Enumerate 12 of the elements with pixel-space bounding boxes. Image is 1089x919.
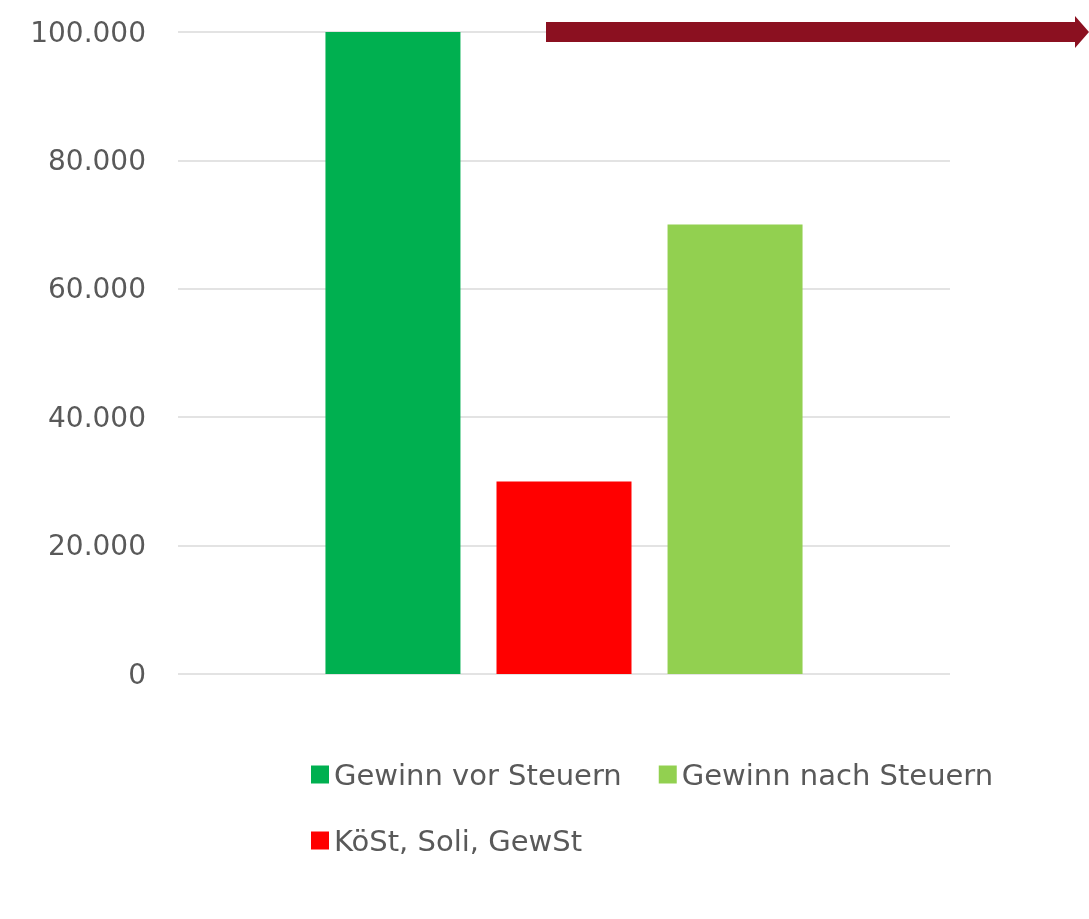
bar <box>667 224 803 674</box>
y-tick-label: 60.000 <box>48 272 146 306</box>
y-tick-label: 100.000 <box>30 15 146 49</box>
y-tick-label: 80.000 <box>48 143 146 177</box>
y-tick-label: 40.000 <box>48 400 146 434</box>
legend-label: Gewinn vor Steuern <box>334 757 622 792</box>
legend-label: Gewinn nach Steuern <box>681 757 994 792</box>
bar <box>496 481 632 674</box>
bar <box>325 32 461 674</box>
y-tick-label: 20.000 <box>48 529 146 563</box>
legend-label: KöSt, Soli, GewSt <box>334 823 583 858</box>
y-tick-label: 0 <box>128 657 146 691</box>
